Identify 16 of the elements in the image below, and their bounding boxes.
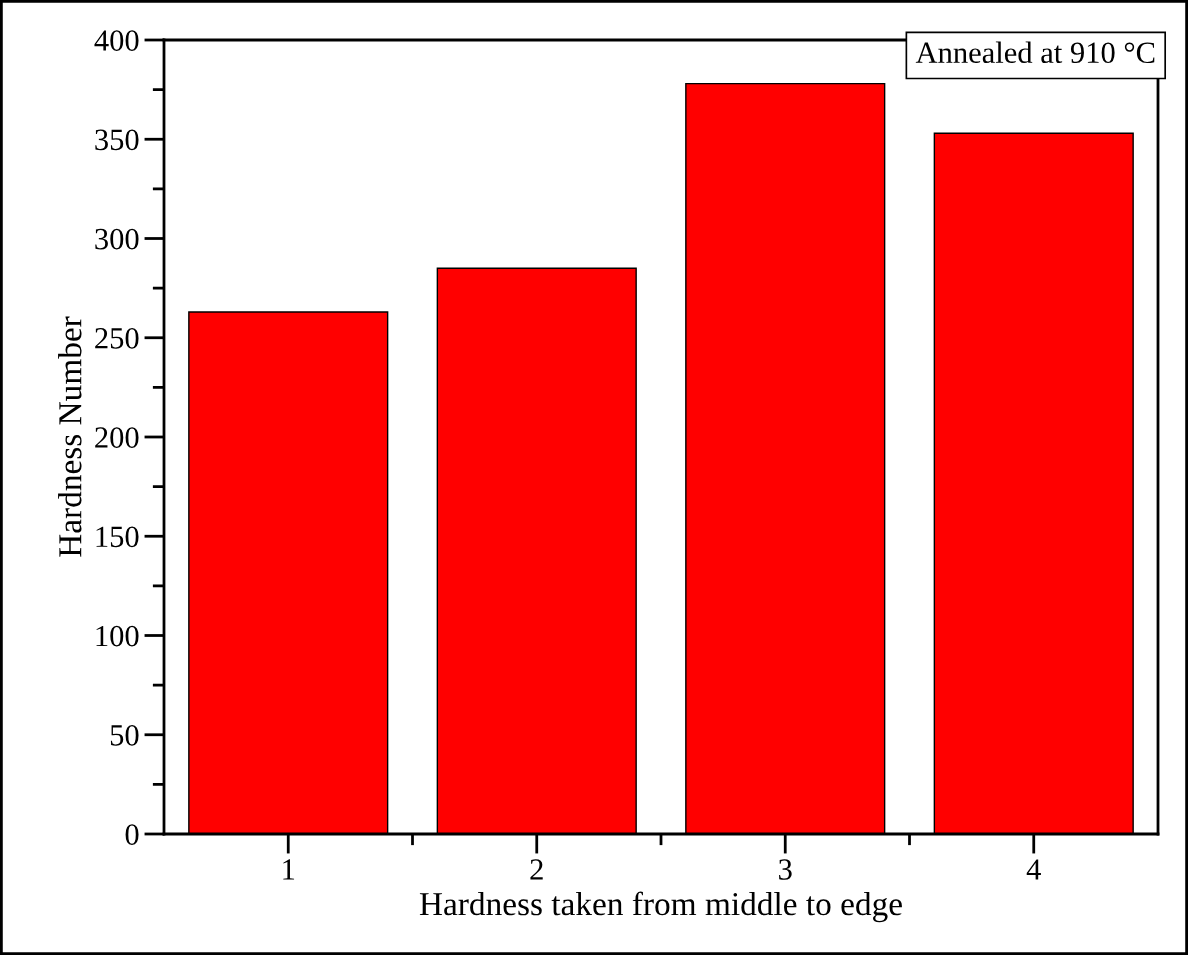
- y-tick-label: 350: [95, 129, 139, 151]
- x-axis-title: Hardness taken from middle to edge: [419, 891, 902, 923]
- y-tick-label: 100: [96, 625, 139, 647]
- x-tick-label: 4: [1026, 859, 1041, 880]
- x-tick-label: 2: [530, 859, 543, 880]
- y-axis-title: Hardness Number: [58, 316, 82, 557]
- y-tick-label: 150: [96, 526, 139, 548]
- x-tick-label: 1: [283, 859, 295, 880]
- x-tick-label: 3: [779, 859, 792, 880]
- y-tick-label: 50: [110, 725, 139, 746]
- y-tick-label: 0: [125, 824, 139, 845]
- y-tick-label: 300: [95, 228, 139, 250]
- y-tick-label: 250: [95, 328, 139, 349]
- y-tick-label: 200: [95, 427, 139, 448]
- y-tick-label: 400: [94, 30, 139, 51]
- annotation: Annealed at 910 °C: [915, 41, 1155, 64]
